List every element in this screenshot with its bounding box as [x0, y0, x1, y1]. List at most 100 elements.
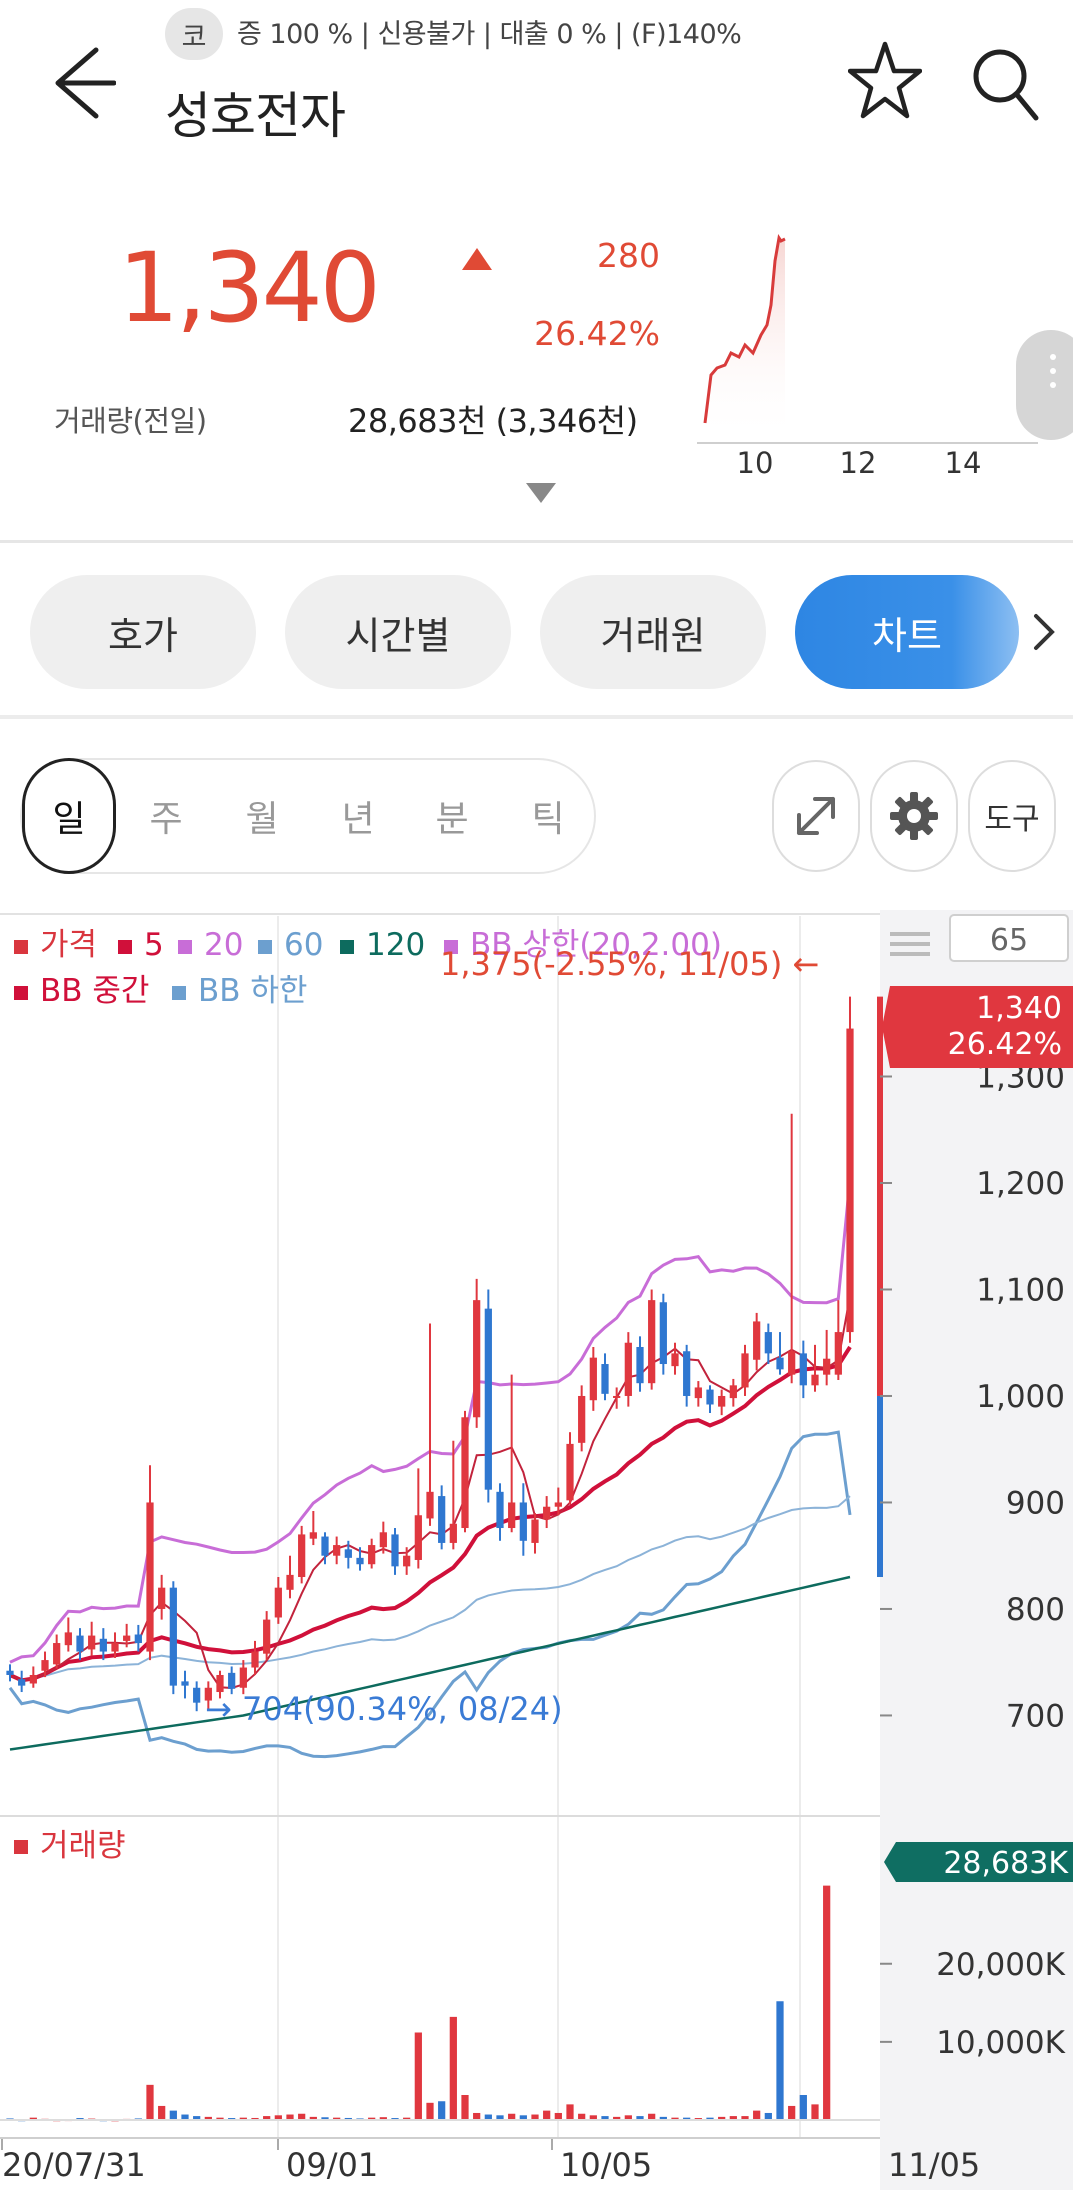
current-volume-label: 28,683K [943, 1846, 1069, 1881]
volume-bar [251, 2117, 259, 2120]
volume-bar [146, 2084, 154, 2120]
period-day[interactable]: 일 [22, 758, 116, 874]
candle [578, 1385, 586, 1452]
chart-expand-button[interactable] [772, 760, 860, 872]
volume-title: 거래량 [40, 1828, 126, 1864]
chevron-right-icon[interactable] [1032, 612, 1056, 652]
candle [531, 1513, 539, 1554]
candle [799, 1340, 807, 1399]
current-change-label: 26.42% [948, 1027, 1062, 1062]
page-title: 성호전자 [165, 87, 346, 145]
candle [344, 1540, 352, 1569]
expand-arrows-icon [797, 797, 835, 835]
chart-settings-button[interactable] [870, 760, 958, 872]
volume-label: 거래량(전일) [54, 404, 207, 438]
volume-bar [379, 2117, 387, 2120]
chart-grid [277, 916, 801, 2138]
period-count-box[interactable]: 65 [949, 914, 1069, 962]
candle [134, 1624, 142, 1652]
side-menu-handle[interactable] [1016, 330, 1073, 440]
period-month[interactable]: 월 [245, 799, 279, 840]
volume-bar [426, 2102, 434, 2120]
volume-bar [508, 2113, 516, 2120]
candle [146, 1465, 154, 1661]
legend-bb-upper: BB 상한(20,2.00) [470, 927, 722, 963]
candle [76, 1628, 84, 1661]
candle [613, 1387, 621, 1409]
volume-bar [414, 2032, 422, 2120]
legend-ma60: 60 [284, 927, 323, 963]
period-week[interactable]: 주 [149, 799, 183, 840]
period-tick[interactable]: 틱 [531, 799, 565, 840]
bb-lower-line [8, 1430, 852, 1759]
volume-bar [333, 2117, 341, 2120]
tab-chart[interactable]: 차트 [795, 575, 1019, 689]
gear-icon [890, 792, 938, 840]
period-minute[interactable]: 분 [435, 799, 469, 840]
x-tick-label: 11/05 [888, 2146, 980, 2184]
tab-broker[interactable]: 거래원 [540, 575, 766, 689]
candle [41, 1651, 49, 1678]
y-tick-label: 700 [1006, 1698, 1065, 1734]
search-icon[interactable] [970, 40, 1040, 124]
candle [694, 1381, 702, 1407]
mini-price-chart[interactable]: 10 12 14 [695, 225, 1040, 485]
current-price-marker: 1,340 26.42% [882, 986, 1073, 1068]
low-price-annotation: → 704(90.34%, 08/24) [205, 1690, 563, 1728]
volume-bar [729, 2116, 737, 2120]
volume-bar [741, 2116, 749, 2120]
candle [88, 1621, 96, 1656]
tab-label: 거래원 [600, 613, 706, 658]
tab-label: 호가 [108, 613, 178, 658]
volume-tick-label: 10,000K [936, 2025, 1065, 2061]
candle [601, 1353, 609, 1401]
tab-time[interactable]: 시간별 [285, 575, 511, 689]
candle [228, 1666, 236, 1695]
volume-bar [204, 2116, 212, 2120]
scroll-handle-icon[interactable] [890, 932, 930, 956]
volume-bar [158, 2105, 166, 2120]
x-tick-label: 10/05 [560, 2146, 652, 2184]
volume-bar [566, 2104, 574, 2120]
chart-tools-button[interactable]: 도구 [968, 760, 1056, 872]
candle [729, 1378, 737, 1407]
tab-label: 차트 [872, 613, 942, 658]
volume-bar [344, 2117, 352, 2120]
volume-value: 28,683천 (3,346천) [348, 402, 638, 440]
candle [438, 1485, 446, 1550]
y-tick-label: 900 [1006, 1485, 1065, 1521]
period-year[interactable]: 년 [341, 799, 375, 840]
candle [251, 1640, 259, 1675]
expand-down-icon[interactable] [526, 483, 556, 505]
candle [181, 1670, 189, 1699]
volume-bar [496, 2115, 504, 2120]
y-tick-label: 1,200 [976, 1166, 1065, 1202]
candle [636, 1336, 644, 1392]
candle [298, 1525, 306, 1584]
tab-orderbook[interactable]: 호가 [30, 575, 256, 689]
x-tick-label: 20/07/31 [2, 2146, 146, 2184]
candle [683, 1344, 691, 1407]
mini-chart-tick: 10 [737, 446, 774, 480]
volume-bar [298, 2113, 306, 2120]
back-arrow-icon[interactable] [46, 38, 116, 128]
ma120-line [9, 1575, 851, 1751]
volume-bar [309, 2116, 317, 2120]
more-dots-icon [1050, 354, 1056, 360]
candle [158, 1574, 166, 1620]
candle [309, 1510, 317, 1546]
candle [426, 1323, 434, 1526]
volume-bar [484, 2114, 492, 2120]
legend-ma120: 120 [366, 927, 425, 963]
candle [403, 1547, 411, 1575]
star-icon[interactable] [848, 38, 922, 124]
candle [356, 1547, 364, 1571]
candle [64, 1617, 72, 1652]
candle [379, 1521, 387, 1554]
candle [589, 1346, 597, 1411]
volume-bar [321, 2117, 329, 2120]
candle [659, 1293, 667, 1375]
legend-bb-middle: BB 중간 [40, 973, 149, 1009]
y-axis-panel [880, 910, 1073, 2190]
